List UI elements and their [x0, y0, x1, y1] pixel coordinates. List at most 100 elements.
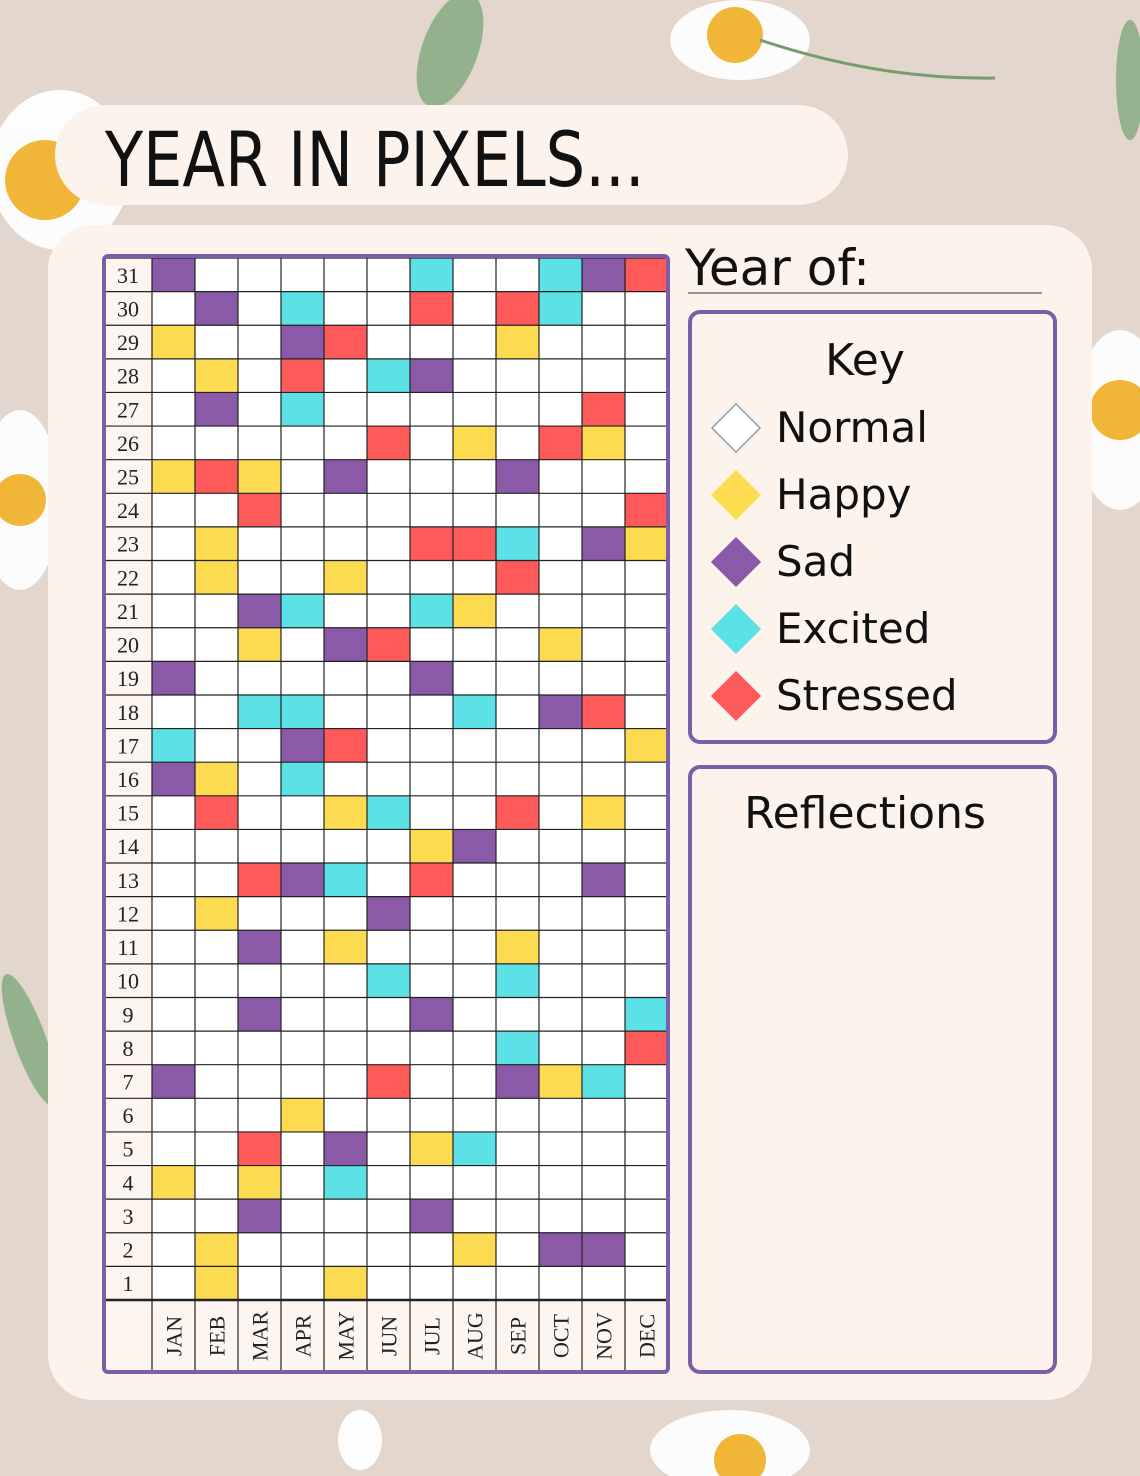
pixel-cell — [625, 560, 668, 595]
pixel-cell — [496, 795, 539, 830]
pixel-cell — [238, 795, 281, 830]
pixel-cell — [410, 694, 453, 729]
pixel-cell — [582, 963, 625, 998]
pixel-cell — [367, 594, 410, 628]
pixel-cell — [625, 358, 668, 393]
month-label: MAR — [248, 1311, 273, 1361]
pixel-cell — [281, 526, 324, 561]
pixel-cell — [496, 1098, 539, 1132]
pixel-cell — [410, 896, 453, 931]
pixel-cell — [238, 291, 281, 326]
day-label: 13 — [117, 868, 139, 893]
pixel-cell — [453, 795, 496, 830]
pixel-cell — [410, 594, 453, 628]
pixel-cell — [453, 930, 496, 964]
pixel-cell — [453, 963, 496, 998]
pixel-cell — [496, 493, 539, 527]
pixel-cell — [152, 1064, 195, 1099]
pixel-cell — [367, 795, 410, 830]
pixel-cell — [625, 1131, 668, 1166]
pixel-cell — [410, 426, 453, 460]
key-label: Sad — [776, 537, 855, 586]
pixel-cell — [453, 493, 496, 527]
month-label: SEP — [506, 1317, 531, 1355]
pixel-cell — [453, 426, 496, 460]
pixel-cell — [539, 1098, 582, 1132]
day-label: 17 — [117, 733, 139, 758]
pixel-cell — [539, 1165, 582, 1200]
pixel-cell — [625, 291, 668, 326]
pixel-cell — [324, 795, 367, 830]
pixel-cell — [539, 258, 582, 292]
pixel-cell — [496, 526, 539, 561]
pixel-cell — [195, 1199, 238, 1233]
pixel-cell — [582, 392, 625, 427]
pixel-cell — [410, 930, 453, 964]
pixel-cell — [367, 1098, 410, 1132]
pixel-cell — [152, 1165, 195, 1200]
month-label: OCT — [549, 1313, 574, 1358]
pixel-cell — [152, 560, 195, 595]
pixel-cell — [582, 661, 625, 695]
pixel-cell — [625, 627, 668, 662]
pixel-cell — [453, 1031, 496, 1065]
pixel-cell — [281, 594, 324, 628]
pixel-cell — [195, 1232, 238, 1267]
pixel-cell — [496, 560, 539, 595]
pixel-cell — [625, 1199, 668, 1233]
pixel-cell — [582, 1064, 625, 1099]
day-label: 25 — [117, 464, 139, 489]
pixel-cell — [496, 829, 539, 864]
pixel-cell — [625, 728, 668, 763]
pixel-cell — [195, 459, 238, 494]
day-label: 19 — [117, 666, 139, 691]
pixel-cell — [281, 694, 324, 729]
key-swatch — [710, 670, 762, 722]
pixel-cell — [238, 325, 281, 359]
key-swatch — [710, 402, 762, 454]
pixel-cell — [496, 392, 539, 427]
pixel-cell — [367, 963, 410, 998]
pixel-cell — [539, 795, 582, 830]
pixel-cell — [582, 829, 625, 864]
pixel-cell — [410, 1064, 453, 1099]
pixel-cell — [625, 997, 668, 1032]
pixel-cell — [195, 795, 238, 830]
pixel-cell — [453, 863, 496, 897]
pixel-cell — [238, 728, 281, 763]
pixel-cell — [152, 1098, 195, 1132]
pixel-cell — [367, 1131, 410, 1166]
pixel-cell — [195, 694, 238, 729]
pixel-cell — [410, 1266, 453, 1300]
month-label: APR — [291, 1314, 316, 1357]
day-label: 14 — [117, 834, 139, 859]
pixel-cell — [410, 392, 453, 427]
pixel-cell — [453, 526, 496, 561]
key-list: Normal Happy Sad Excited Stressed — [710, 402, 958, 722]
month-label: JUN — [377, 1316, 402, 1356]
pixel-cell — [152, 493, 195, 527]
pixel-cell — [324, 459, 367, 494]
pixel-cell — [281, 459, 324, 494]
pixel-cell — [367, 1232, 410, 1267]
pixel-cell — [281, 560, 324, 595]
day-label: 26 — [117, 431, 139, 456]
pixel-cell — [539, 762, 582, 796]
pixel-cell — [539, 728, 582, 763]
pixel-cell — [324, 1031, 367, 1065]
pixel-cell — [453, 1266, 496, 1300]
pixel-cell — [367, 392, 410, 427]
pixel-cell — [195, 526, 238, 561]
pixel-cell — [281, 963, 324, 998]
day-label: 8 — [123, 1036, 134, 1061]
pixel-cell — [539, 829, 582, 864]
pixel-cell — [195, 1266, 238, 1300]
pixel-cell — [367, 325, 410, 359]
pixel-cell — [152, 930, 195, 964]
pixel-cell — [324, 1199, 367, 1233]
day-label: 30 — [117, 296, 139, 321]
month-label: FEB — [205, 1316, 230, 1356]
pixel-cell — [324, 392, 367, 427]
pixel-cell — [238, 863, 281, 897]
